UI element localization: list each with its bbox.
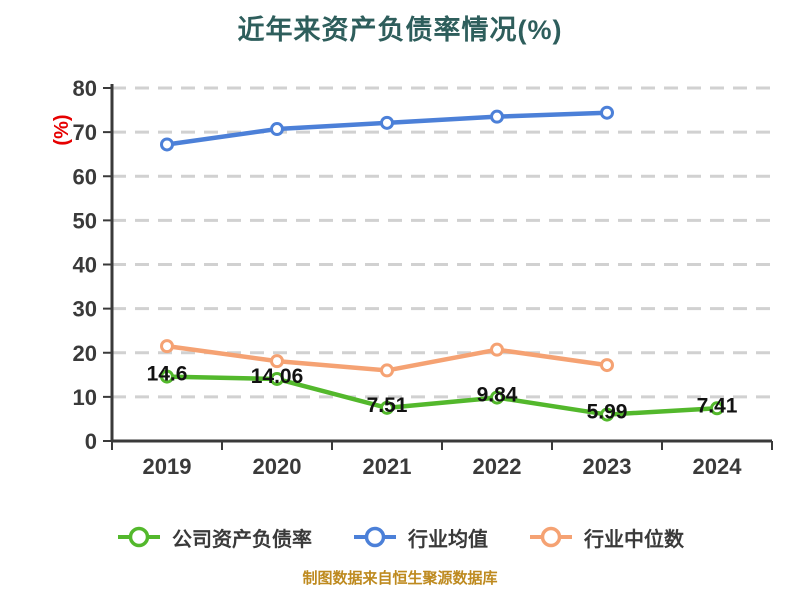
x-tick-label: 2019	[143, 454, 192, 479]
data-point	[600, 358, 614, 373]
data-point	[270, 354, 284, 369]
data-label: 9.84	[477, 384, 518, 407]
series-line	[164, 374, 720, 417]
data-point	[490, 109, 504, 124]
y-tick-label: 70	[73, 120, 97, 145]
data-point	[600, 105, 614, 120]
y-tick-label: 60	[73, 164, 97, 189]
data-source-caption: 制图数据来自恒生聚源数据库	[302, 570, 498, 587]
data-label: 14.06	[251, 365, 304, 388]
x-tick-label: 2020	[253, 454, 302, 479]
data-point	[160, 339, 174, 354]
x-tick-label: 2023	[583, 454, 632, 479]
data-point	[380, 400, 394, 415]
data-point	[160, 137, 174, 152]
legend-marker-icon	[118, 526, 160, 548]
data-label: 14.6	[147, 363, 188, 386]
y-tick-label: 30	[73, 297, 97, 322]
y-tick-label: 80	[73, 76, 97, 101]
legend-item-label: 公司资产负债率	[172, 528, 312, 551]
x-tick-label: 2021	[363, 454, 412, 479]
y-tick-label: 0	[85, 429, 97, 454]
y-tick-label: 40	[73, 253, 97, 278]
data-point	[160, 369, 174, 384]
data-point	[710, 401, 724, 416]
data-label: 7.41	[697, 394, 738, 417]
data-point	[380, 363, 394, 378]
data-point	[600, 407, 614, 422]
legend-item-label: 行业中位数	[584, 528, 684, 551]
data-point	[270, 122, 284, 137]
data-point	[490, 390, 504, 405]
legend-item: 行业中位数	[528, 523, 684, 552]
legend-marker-icon	[530, 526, 572, 548]
legend-item: 行业均值	[352, 523, 488, 552]
legend-item-label: 行业均值	[408, 528, 488, 551]
data-point	[490, 342, 504, 357]
chart-title: 近年来资产负债率情况(%)	[237, 15, 563, 45]
y-tick-label: 50	[73, 208, 97, 233]
legend-marker-icon	[354, 526, 396, 548]
y-tick-label: 10	[73, 385, 97, 410]
y-tick-label: 20	[73, 341, 97, 366]
chart-legend: 公司资产负债率 行业均值 行业中位数	[0, 516, 800, 558]
data-label: 7.51	[367, 394, 408, 417]
legend-item: 公司资产负债率	[116, 523, 312, 552]
data-point	[380, 115, 394, 130]
x-tick-label: 2024	[693, 454, 743, 479]
x-tick-label: 2022	[473, 454, 522, 479]
data-point	[270, 371, 284, 386]
data-label: 5.99	[587, 401, 628, 424]
